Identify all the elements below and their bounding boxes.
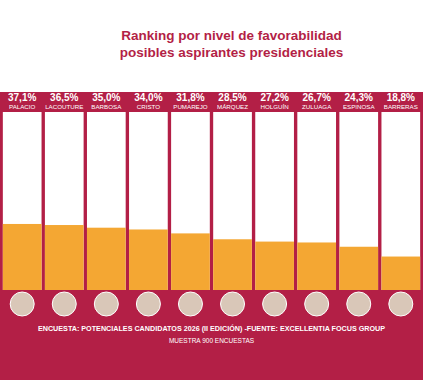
column-frame	[87, 112, 126, 290]
portrait	[347, 292, 371, 316]
category-label: HOLGUÍN	[261, 103, 289, 110]
annotation: MUESTRA 900 ENCUESTAS	[169, 337, 255, 344]
data-label: 34,0%	[134, 92, 162, 103]
portrait	[136, 292, 160, 316]
background	[0, 0, 423, 380]
data-label: 36,5%	[50, 92, 78, 103]
column-frame	[213, 112, 252, 290]
portrait	[263, 292, 287, 316]
portrait	[94, 292, 118, 316]
data-label: 18,8%	[387, 92, 415, 103]
column-frame	[381, 112, 420, 290]
data-label: 28,5%	[218, 92, 246, 103]
category-label: ESPINOSA	[343, 103, 376, 110]
portrait	[389, 292, 413, 316]
column-frame	[255, 112, 294, 290]
data-label: 27,2%	[260, 92, 288, 103]
bar	[171, 233, 210, 290]
title: Ranking por nivel de favorabilidadposibl…	[120, 28, 344, 60]
portrait	[178, 292, 202, 316]
column-frame	[339, 112, 378, 290]
category-labels: PALACIO LACOUTURE BARBOSA CRISTO PUMAREJO MÁR…	[9, 103, 418, 110]
bar	[339, 247, 378, 290]
category-label: PUMAREJO	[173, 103, 208, 110]
portrait	[52, 292, 76, 316]
category-label: LACOUTURE	[45, 103, 83, 110]
bar	[297, 242, 336, 290]
bars	[3, 224, 420, 290]
category-label: ZULUAGA	[302, 103, 332, 110]
title-panel	[0, 0, 423, 92]
columns	[3, 112, 420, 290]
bar	[3, 224, 42, 290]
bar	[255, 242, 294, 290]
data-label: 35,0%	[92, 92, 120, 103]
category-label: BARBOSA	[91, 103, 122, 110]
category-label: CRISTO	[137, 103, 160, 110]
portrait	[305, 292, 329, 316]
column-frame	[129, 112, 168, 290]
data-labels: 37,1% 36,5% 35,0% 34,0% 31,8% 28,5% 27,2% 26,7%…	[8, 92, 415, 103]
column-frame	[45, 112, 84, 290]
portrait	[10, 292, 34, 316]
bar	[381, 257, 420, 290]
annotation: ENCUESTA: POTENCIALES CANDIDATOS 2026 (I…	[38, 324, 385, 333]
category-label: MÁRQUEZ	[217, 103, 248, 110]
bar	[213, 239, 252, 290]
data-label: 24,3%	[345, 92, 373, 103]
column-frame	[3, 112, 42, 290]
column-frame	[171, 112, 210, 290]
bar	[87, 228, 126, 290]
data-label: 37,1%	[8, 92, 36, 103]
data-label: 31,8%	[176, 92, 204, 103]
category-label: PALACIO	[9, 103, 36, 110]
portraits	[10, 292, 413, 316]
data-label: 26,7%	[302, 92, 330, 103]
column-frame	[297, 112, 336, 290]
portrait	[221, 292, 245, 316]
bar	[45, 225, 84, 290]
category-label: BARRERAS	[384, 103, 418, 110]
bar	[129, 229, 168, 290]
chart: Ranking por nivel de favorabilidadposibl…	[0, 0, 423, 380]
